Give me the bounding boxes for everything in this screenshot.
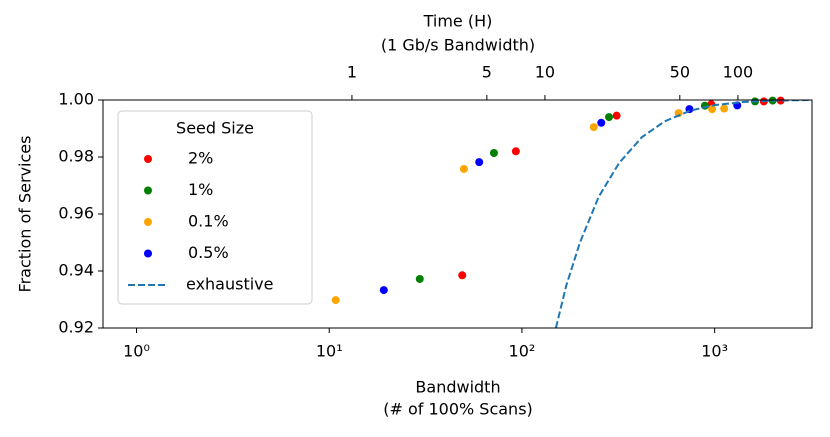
top-tick-label: 1: [347, 63, 357, 82]
x-tick-label: 10⁰: [123, 342, 150, 361]
plot-frame: [102, 99, 813, 329]
point: [458, 271, 467, 280]
top-tick-label: 50: [670, 63, 690, 82]
y-tick-label: 1.00: [58, 90, 94, 109]
y-tick-label: 0.92: [58, 318, 94, 337]
top-tick-label: 5: [482, 63, 492, 82]
point: [511, 147, 520, 156]
legend-box: [117, 110, 313, 305]
point: [589, 123, 598, 132]
top-axis-label: Time (H): [423, 12, 493, 31]
top-tick-label: 10: [535, 63, 555, 82]
legend-swatch: [144, 249, 152, 258]
point: [331, 296, 340, 305]
legend-label: 2%: [188, 149, 213, 168]
point: [459, 164, 468, 173]
point: [612, 111, 621, 120]
legend-label: 0.1%: [188, 212, 229, 231]
legend-swatch: [144, 186, 152, 195]
point: [720, 104, 729, 113]
x-tick-label: 10³: [701, 342, 728, 361]
point: [379, 286, 388, 295]
x-tick-label: 10¹: [316, 342, 343, 361]
top-tick-label: 100: [723, 63, 754, 82]
legend-label: exhaustive: [186, 275, 273, 294]
x-axis-label: (# of 100% Scans): [383, 400, 533, 419]
point: [674, 109, 683, 118]
legend-label: 0.5%: [188, 243, 229, 262]
legend-title: Seed Size: [176, 119, 254, 138]
point: [708, 105, 717, 114]
point: [489, 149, 498, 158]
point: [605, 113, 614, 122]
top-axis-label: (1 Gb/s Bandwidth): [381, 36, 535, 55]
legend-label: 1%: [188, 180, 213, 199]
y-tick-label: 0.96: [58, 204, 94, 223]
legend-swatch: [144, 218, 152, 226]
point: [597, 118, 606, 127]
legend-swatch: [144, 155, 152, 163]
x-axis-label: Bandwidth: [415, 378, 500, 397]
y-tick-label: 0.98: [58, 147, 94, 166]
point: [776, 96, 785, 105]
y-axis-label: Fraction of Services: [16, 136, 35, 293]
x-tick-label: 10²: [509, 342, 536, 361]
line: [554, 100, 812, 328]
y-tick-label: 0.94: [58, 261, 94, 280]
point: [475, 158, 484, 167]
point: [415, 274, 424, 283]
